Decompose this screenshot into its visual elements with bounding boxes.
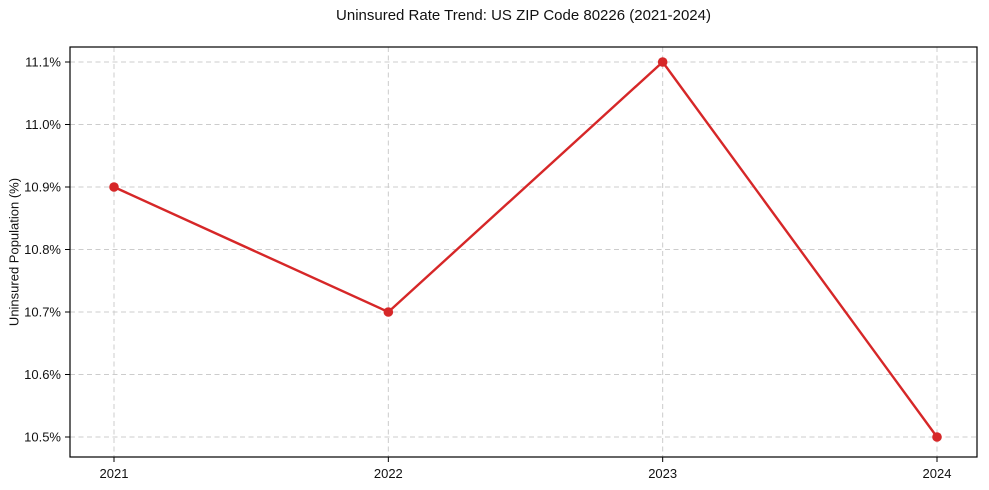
y-axis-label: Uninsured Population (%) [6, 177, 22, 327]
data-point-marker [109, 182, 119, 192]
x-tick-label: 2021 [100, 466, 129, 481]
y-tick-label: 11.0% [25, 117, 61, 132]
y-tick-label: 10.5% [24, 430, 61, 445]
y-tick-label: 10.9% [24, 180, 61, 195]
y-tick-label: 10.6% [24, 367, 61, 382]
y-tick-label: 11.1% [25, 55, 61, 70]
trend-line [112, 60, 939, 439]
axes-spines [69, 46, 978, 458]
data-point-marker [383, 307, 394, 317]
y-tick-label: 10.8% [24, 242, 61, 257]
y-tick-label: 10.7% [24, 305, 61, 320]
chart-title: Uninsured Rate Trend: US ZIP Code 80226 … [336, 7, 711, 24]
x-tick-label: 2022 [374, 466, 403, 481]
x-tick-label: 2024 [923, 466, 952, 481]
data-point-marker [932, 432, 942, 442]
x-tick-label: 2023 [648, 466, 677, 481]
data-point-marker [657, 57, 668, 67]
